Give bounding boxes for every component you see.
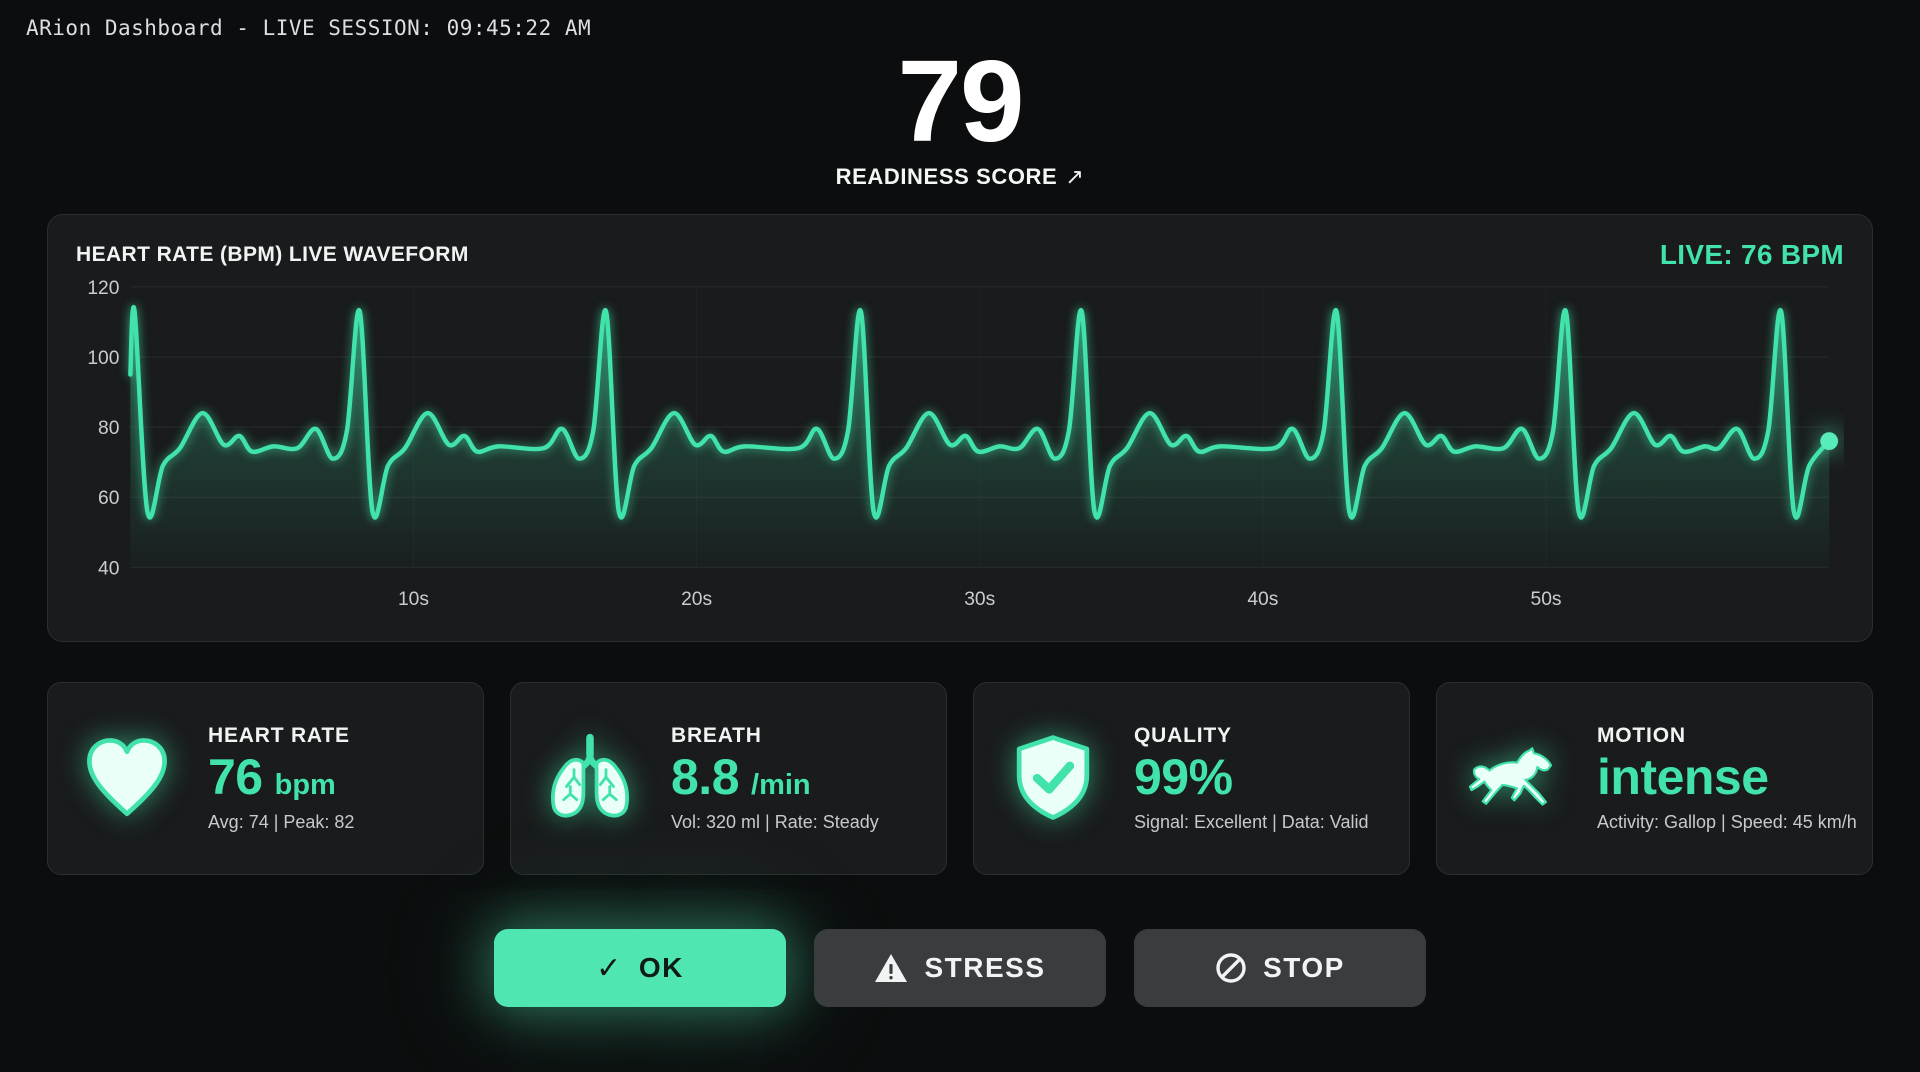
horse-icon bbox=[1469, 746, 1553, 806]
heart-rate-value: 76 bbox=[208, 749, 263, 806]
card-value: 76 bpm bbox=[208, 750, 354, 804]
stress-button[interactable]: STRESS bbox=[814, 929, 1106, 1008]
waveform-panel-header: HEART RATE (BPM) LIVE WAVEFORM LIVE: 76 … bbox=[76, 239, 1844, 271]
ecg-waveform-line bbox=[128, 305, 1832, 521]
ok-button-label: OK bbox=[638, 952, 684, 984]
card-label: QUALITY bbox=[1134, 724, 1232, 748]
action-buttons: ✓ OK STRESS STOP bbox=[0, 929, 1920, 1008]
heart-rate-unit: bpm bbox=[274, 769, 336, 802]
breath-card: BREATH 8.8 /min Vol: 320 ml | Rate: Stea… bbox=[510, 682, 947, 876]
card-subtext: Vol: 320 ml | Rate: Steady bbox=[671, 812, 879, 833]
warning-icon bbox=[875, 953, 908, 982]
y-axis-tick: 100 bbox=[87, 348, 119, 369]
y-axis-tick: 40 bbox=[98, 559, 119, 580]
x-axis-tick: 10s bbox=[398, 589, 429, 610]
heart-rate-card: HEART RATE 76 bpm Avg: 74 | Peak: 82 bbox=[47, 682, 484, 876]
x-axis-tick: 20s bbox=[681, 589, 712, 610]
breath-value: 8.8 bbox=[671, 749, 740, 806]
card-value: 8.8 /min bbox=[671, 750, 879, 804]
quality-value: 99% bbox=[1134, 749, 1233, 806]
stop-button-label: STOP bbox=[1263, 952, 1345, 984]
card-value: 99% bbox=[1134, 750, 1368, 804]
lungs-icon bbox=[551, 733, 629, 818]
x-axis-tick: 30s bbox=[964, 589, 995, 610]
readiness-score-value: 79 bbox=[897, 36, 1024, 166]
waveform-title: HEART RATE (BPM) LIVE WAVEFORM bbox=[76, 243, 469, 267]
live-cursor-dot bbox=[1820, 432, 1839, 451]
readiness-score-label: READINESS SCORE ↗ bbox=[0, 164, 1920, 190]
heart-icon bbox=[87, 737, 167, 816]
card-label: MOTION bbox=[1597, 724, 1686, 748]
waveform-chart: 10s 20s 30s 40s 50s 120 100 80 60 40 bbox=[87, 278, 1839, 610]
stop-button[interactable]: STOP bbox=[1134, 929, 1426, 1008]
y-axis-tick: 120 bbox=[87, 278, 119, 299]
breath-unit: /min bbox=[751, 769, 811, 802]
live-bpm-readout: LIVE: 76 BPM bbox=[1659, 239, 1844, 271]
readiness-score-text: READINESS SCORE bbox=[835, 164, 1058, 190]
ok-button[interactable]: ✓ OK bbox=[494, 929, 786, 1008]
card-label: HEART RATE bbox=[208, 724, 350, 748]
trend-up-icon: ↗ bbox=[1065, 164, 1085, 190]
check-icon: ✓ bbox=[596, 951, 623, 985]
motion-value: intense bbox=[1597, 749, 1769, 806]
titlebar: ARion Dashboard - LIVE SESSION: 09:45:22… bbox=[0, 0, 1920, 40]
card-subtext: Activity: Gallop | Speed: 45 km/h bbox=[1597, 812, 1857, 833]
card-value: intense bbox=[1597, 750, 1857, 804]
y-axis-tick: 60 bbox=[98, 488, 119, 509]
quality-card: QUALITY 99% Signal: Excellent | Data: Va… bbox=[973, 682, 1410, 876]
card-label: BREATH bbox=[671, 724, 762, 748]
prohibition-icon bbox=[1216, 953, 1246, 984]
stress-button-label: STRESS bbox=[924, 952, 1046, 984]
shield-check-icon bbox=[1016, 735, 1090, 820]
waveform-panel: HEART RATE (BPM) LIVE WAVEFORM LIVE: 76 … bbox=[47, 214, 1873, 643]
y-axis-tick: 80 bbox=[98, 418, 119, 439]
session-title: ARion Dashboard - LIVE SESSION: 09:45:22… bbox=[26, 16, 592, 40]
x-axis-tick: 40s bbox=[1247, 589, 1278, 610]
readiness-score-block: 79 READINESS SCORE ↗ bbox=[0, 42, 1920, 190]
x-axis-tick: 50s bbox=[1531, 589, 1562, 610]
metric-cards: HEART RATE 76 bpm Avg: 74 | Peak: 82 BRE… bbox=[47, 682, 1873, 876]
arion-dashboard: ARion Dashboard - LIVE SESSION: 09:45:22… bbox=[0, 0, 1920, 1008]
card-subtext: Signal: Excellent | Data: Valid bbox=[1134, 812, 1369, 833]
card-subtext: Avg: 74 | Peak: 82 bbox=[208, 812, 355, 833]
motion-card: MOTION intense Activity: Gallop | Speed:… bbox=[1436, 682, 1873, 876]
